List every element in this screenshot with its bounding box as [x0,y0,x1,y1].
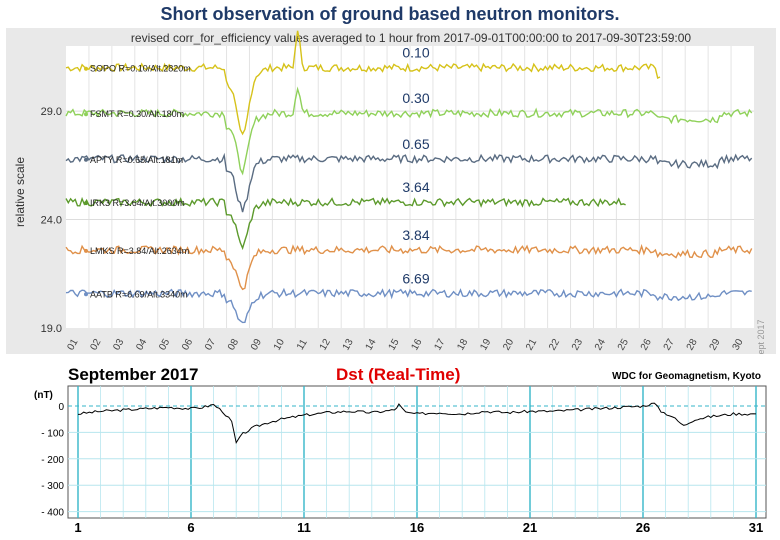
nm-x-tick-label: 29 [708,337,723,353]
dst-x-tick-label: 21 [523,520,537,535]
nm-x-tick-label: 08 [226,337,241,353]
nm-y-tick-label: 24.0 [41,215,62,227]
nm-x-tick-label: 19 [478,337,493,353]
nm-x-axis-suffix: Sept 2017 [756,319,766,354]
dst-x-tick-label: 16 [410,520,424,535]
nm-series-label: IRK3 R=3.64/Alt.3000m [90,198,185,208]
nm-series-label: FSMT R=0.30/Alt.180m [90,109,184,119]
nm-rigidity-annotation: 0.65 [402,136,429,152]
nm-series-line [65,30,661,136]
dst-series-line [77,402,757,445]
nm-x-tick-label: 30 [731,337,746,353]
nm-series-label: SOPO R=0.10/Alt.2820m [90,64,191,74]
nm-x-tick-label: 27 [662,337,677,353]
nm-x-tick-label: 16 [409,337,424,353]
nm-rigidity-annotation: 3.64 [402,179,429,195]
nm-series-marker [84,292,88,297]
dst-y-tick-label: - 300 [41,481,64,492]
neutron-monitor-chart: revised corr_for_efficiency values avera… [6,28,776,354]
main-title: Short observation of ground based neutro… [160,4,620,24]
nm-x-tick-label: 28 [685,337,700,353]
nm-series-line [65,152,753,213]
nm-rigidity-annotation: 3.84 [402,227,429,243]
nm-y-tick-label: 29.0 [41,106,62,118]
dst-y-tick-label: - 100 [41,428,64,439]
nm-series-line [65,287,752,324]
nm-x-tick-label: 13 [341,337,356,353]
nm-series-marker [84,112,88,117]
dst-source: WDC for Geomagnetism, Kyoto [612,371,761,382]
nm-series-line [65,243,753,291]
dst-x-tick-label: 1 [74,520,81,535]
nm-x-tick-label: 03 [111,337,126,353]
nm-x-tick-label: 02 [88,337,103,353]
dst-x-tick-label: 26 [636,520,650,535]
dst-x-tick-label: 11 [297,520,311,535]
nm-rigidity-annotation: 6.69 [402,270,429,286]
nm-series-marker [84,248,88,253]
nm-x-tick-label: 12 [318,337,333,353]
dst-y-tick-label: - 200 [41,455,64,466]
nm-x-tick-label: 07 [203,337,218,353]
dst-x-tick-label: 31 [749,520,763,535]
nm-series-line [65,86,753,176]
nm-series-label: AATB R=6.69/Alt.3340m [90,289,188,299]
nm-x-tick-label: 20 [501,337,516,353]
nm-series-label: LMKS R=3.84/Alt.2634m [90,246,189,256]
nm-x-tick-label: 18 [455,337,470,353]
nm-x-tick-label: 10 [272,337,287,353]
nm-x-tick-label: 14 [364,337,379,353]
nm-series-label: APTY R=0.65/Alt.181m [90,155,183,165]
nm-x-tick-label: 09 [249,337,264,353]
dst-y-tick-label: 0 [58,402,64,413]
nm-x-tick-label: 21 [524,337,539,353]
nm-x-tick-label: 04 [134,337,149,353]
nm-x-tick-label: 15 [387,337,402,353]
nm-x-tick-label: 26 [639,337,654,353]
dst-month-label: September 2017 [68,365,198,384]
nm-x-tick-label: 22 [547,337,562,353]
nm-rigidity-annotation: 0.10 [402,45,429,61]
nm-x-tick-label: 24 [593,337,608,353]
nm-x-tick-label: 23 [570,337,585,353]
nm-x-tick-label: 17 [432,337,447,353]
nm-rigidity-annotation: 0.30 [402,90,429,106]
nm-series-marker [84,66,88,71]
nm-chart-subtitle: revised corr_for_efficiency values avera… [131,31,691,45]
nm-series-marker [84,157,88,162]
nm-x-tick-label: 25 [616,337,631,353]
dst-chart: September 2017 Dst (Real-Time) WDC for G… [6,360,776,540]
dst-title: Dst (Real-Time) [336,365,460,384]
nm-x-tick-label: 01 [65,337,80,353]
dst-y-tick-label: - 400 [41,508,64,519]
nm-x-tick-label: 05 [157,337,172,353]
dst-y-unit: (nT) [34,390,53,401]
nm-x-tick-label: 06 [180,337,195,353]
nm-series-marker [84,201,88,206]
nm-y-axis-label: relative scale [13,157,27,227]
nm-y-tick-label: 19.0 [41,323,62,335]
dst-x-tick-label: 6 [187,520,194,535]
nm-series-line [65,196,626,251]
